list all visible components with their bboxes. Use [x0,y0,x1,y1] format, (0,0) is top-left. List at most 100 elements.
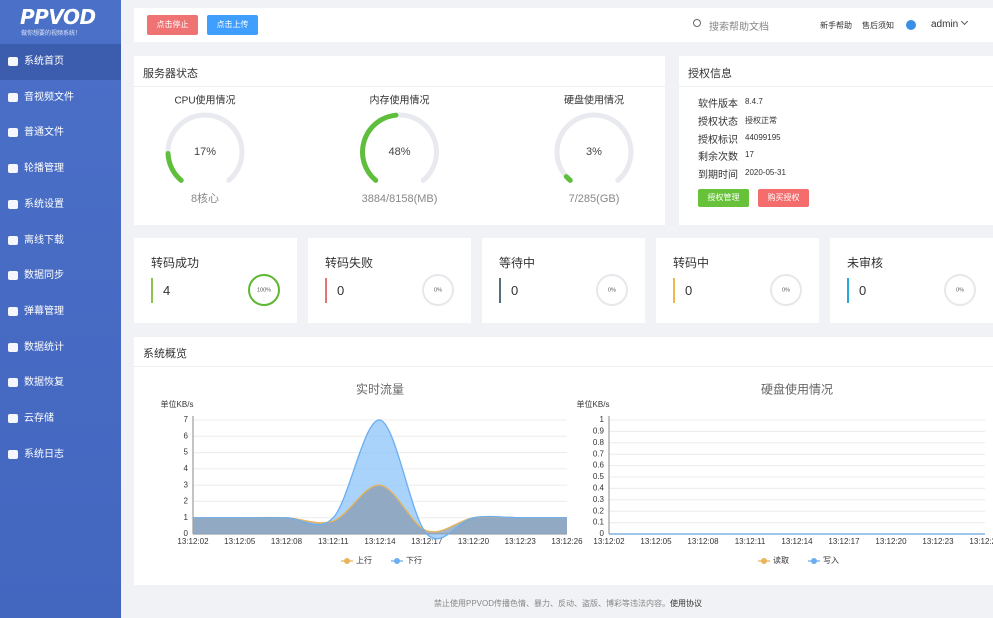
logo: PPVOD [20,5,96,29]
menu-item[interactable]: 云存储 [0,401,121,437]
x-tick-label: 13:12:14 [781,537,813,546]
x-tick-label: 13:12:23 [505,537,537,546]
header-button[interactable]: 点击上传 [207,15,258,35]
menu-icon [8,92,18,102]
user-menu[interactable]: admin [931,19,959,30]
menu-item[interactable]: 数据同步 [0,258,121,294]
header-link[interactable]: 新手帮助 [820,21,852,30]
license-key: 到期时间 [698,170,738,182]
header-link[interactable]: 售后须知 [862,21,894,30]
stat-label: 转码中 [673,256,710,270]
y-tick-label: 5 [184,448,189,457]
menu-item[interactable]: 系统日志 [0,437,121,473]
y-tick-label: 0.8 [593,438,605,447]
footer-link[interactable]: 使用协议 [670,599,703,608]
x-tick-label: 13:12:08 [687,537,719,546]
license-button[interactable]: 购买授权 [758,189,809,207]
menu-item[interactable]: 轮播管理 [0,151,121,187]
divider [134,366,993,367]
stat-label: 未审核 [847,256,884,270]
menu-item[interactable]: 离线下载 [0,223,121,259]
y-tick-label: 3 [184,480,189,489]
stat-label: 等待中 [499,256,536,270]
y-tick-label: 0.4 [593,484,605,493]
gauge-label: 内存使用情况 [370,94,430,107]
search-input[interactable]: 搜索帮助文档 [709,22,769,33]
gauge-track [554,112,634,183]
legend-label: 写入 [823,556,839,565]
header-button[interactable]: 点击停止 [147,15,198,35]
menu-item[interactable]: 系统设置 [0,187,121,223]
y-tick-label: 0.2 [593,506,605,515]
stat-count: 0 [859,283,867,298]
license-value: 44099195 [745,132,781,142]
chart-title: 实时流量 [356,382,404,397]
gauge-detail: 8核心 [191,191,219,205]
divider [134,86,665,87]
x-tick-label: 13:12:26 [969,537,993,546]
y-tick-label: 0 [600,529,605,538]
y-tick-label: 6 [184,431,189,440]
x-tick-label: 13:12:11 [318,537,349,546]
x-tick-label: 13:12:20 [458,537,490,546]
y-tick-label: 0.1 [593,518,605,527]
gauge-value: 48% [388,146,410,158]
menu-item[interactable]: 弹幕管理 [0,294,121,330]
menu-item[interactable]: 数据统计 [0,330,121,366]
menu-label: 系统日志 [24,448,64,460]
stat-accent [847,278,849,303]
x-tick-label: 13:12:08 [271,537,303,546]
x-tick-label: 13:12:23 [922,537,954,546]
menu-label: 普通文件 [24,127,64,139]
menu-icon [8,342,18,352]
card [134,337,993,585]
y-axis-label: 单位KB/s [577,399,610,409]
y-tick-label: 7 [184,415,189,424]
stat-card [830,238,993,323]
gauge-detail: 7/285(GB) [569,193,620,205]
menu-item[interactable]: 普通文件 [0,115,121,151]
menu-icon [8,235,18,245]
menu-item[interactable]: 数据恢复 [0,365,121,401]
license-value: 授权正常 [745,115,777,125]
gauge-label: CPU使用情况 [174,94,235,107]
footer: 禁止使用PPVOD传播色情、暴力、反动、盗版、博彩等违法内容。使用协议 [434,598,702,609]
stat-label: 转码失败 [325,256,374,270]
y-tick-label: 0.7 [593,449,605,458]
stat-count: 0 [337,283,345,298]
gauge-value: 17% [194,146,216,158]
y-tick-label: 0 [184,529,189,538]
menu-icon [8,378,18,388]
license-value: 17 [745,150,754,160]
area [193,485,567,534]
legend-dot [394,558,400,564]
x-tick-label: 13:12:05 [640,537,672,546]
y-tick-label: 0.6 [593,461,605,470]
license-button[interactable]: 授权管理 [698,189,749,207]
stat-card [482,238,645,323]
menu-icon [8,57,18,66]
gauge-arc [165,151,184,183]
menu-icon [8,449,18,459]
legend-dot [811,558,817,564]
y-tick-label: 1 [184,513,189,522]
stat-ring-track [422,274,454,306]
theme-icon[interactable] [906,20,916,30]
menu-label: 系统设置 [24,198,64,210]
gauge-detail: 3884/8158(MB) [362,193,438,205]
card-title: 系统概览 [143,348,187,360]
menu-icon [8,164,18,174]
y-tick-label: 0.9 [593,427,605,436]
x-tick-label: 13:12:17 [828,537,860,546]
gauge-value: 3% [586,146,602,158]
y-axis-label: 单位KB/s [161,399,194,409]
stat-accent [325,278,327,303]
stat-ring-track [944,274,976,306]
legend-dot [761,558,767,564]
menu-label: 离线下载 [24,234,64,246]
top-bar [134,8,993,42]
menu-item[interactable]: 音视频文件 [0,80,121,116]
stat-ring-label: 0% [608,287,616,293]
menu-item[interactable]: 系统首页 [0,44,121,80]
